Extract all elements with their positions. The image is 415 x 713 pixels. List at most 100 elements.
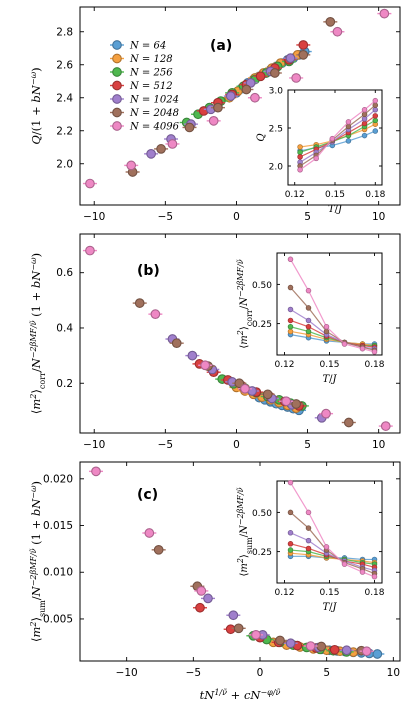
inset-x-label: T/J <box>328 204 343 215</box>
x-tick-label: 0.15 <box>319 588 339 598</box>
inset-data-point <box>287 479 294 486</box>
data-point <box>291 399 302 409</box>
inset-data-point <box>372 128 379 134</box>
legend-label: N = 512 <box>129 81 173 92</box>
x-tick-label: 0.12 <box>274 360 294 370</box>
y-tick-label: 3.0 <box>269 87 284 97</box>
inset-data-point <box>341 341 348 347</box>
data-point <box>275 635 285 646</box>
data-point <box>171 338 182 349</box>
data-point <box>85 178 95 189</box>
data-point <box>241 84 252 95</box>
data-point <box>126 160 137 171</box>
data-point <box>208 115 219 126</box>
x-tick-label: −5 <box>158 439 173 451</box>
data-point <box>332 26 343 37</box>
inset-data-point <box>305 509 312 516</box>
y-tick-label: 2.6 <box>56 59 73 71</box>
x-tick-label: 5 <box>323 667 330 679</box>
x-tick-label: −5 <box>158 211 173 223</box>
data-point <box>233 623 244 634</box>
legend-label: N = 256 <box>129 68 173 79</box>
data-point <box>269 68 280 78</box>
inset-data-point <box>359 569 366 575</box>
x-tick-label: 5 <box>304 439 311 451</box>
inset-data-point <box>287 317 294 324</box>
data-point <box>298 49 309 60</box>
y-tick-label: 0.4 <box>56 322 73 334</box>
inset-data-point <box>297 149 303 156</box>
inset-data-point <box>361 120 368 127</box>
data-point <box>225 91 236 101</box>
inset-data-point <box>297 167 303 173</box>
data-point <box>91 466 101 477</box>
data-point <box>321 408 331 419</box>
panel-b: −10 −5 0 5 10 0.2 0.4 0.6 ⟨m2⟩corr/N−2βMF/ν̃ (1 … <box>29 233 401 451</box>
inset-data-point <box>345 123 352 130</box>
data-point <box>146 149 156 159</box>
data-point <box>234 378 245 389</box>
data-point <box>184 122 195 133</box>
legend-marker <box>112 94 122 104</box>
y-tick-label: 0.25 <box>252 320 272 330</box>
inset-data-point <box>287 306 294 313</box>
inset-data-point <box>313 155 319 162</box>
legend-label: N = 64 <box>129 41 166 52</box>
inset-data-point <box>287 284 294 291</box>
inset-data-point <box>372 113 379 119</box>
inset-data-point <box>305 324 312 330</box>
inset-data-point <box>361 111 368 118</box>
x-tick-label: 0.18 <box>365 190 385 200</box>
inset-data-point <box>305 287 312 294</box>
y-axis-label: ⟨m2⟩corr/N−2βMF/ν̃ (1 + bN−ω) <box>29 253 47 414</box>
inset-data-point <box>287 541 294 547</box>
y-tick-label: 0.020 <box>43 473 73 485</box>
inset-data-point <box>287 530 294 536</box>
panel-label: (c) <box>137 487 158 503</box>
data-point <box>325 16 336 27</box>
inset: 0.12 0.15 0.18 0.25 0.50 T/J ⟨m2⟩sum/N−2βMF/ν̃ <box>236 479 385 613</box>
y-tick-label: 2.8 <box>56 26 73 38</box>
inset: 0.12 0.15 0.18 0.25 0.50 T/J ⟨m2⟩corr/N−2βMF/ν… <box>236 252 385 385</box>
y-tick-label: 2.0 <box>269 163 284 173</box>
data-point <box>225 624 236 635</box>
data-point <box>250 92 260 103</box>
inset-data-point <box>305 525 312 531</box>
panel-label: (a) <box>210 38 232 54</box>
data-point <box>379 8 390 19</box>
data-point <box>203 593 213 604</box>
inset-x-label: T/J <box>322 602 337 613</box>
y-tick-label: 0.25 <box>252 548 272 558</box>
data-point <box>156 144 166 154</box>
y-tick-label: 0.50 <box>252 281 272 291</box>
series-N4096 <box>82 8 392 189</box>
inset-data-point <box>371 349 378 355</box>
x-tick-label: −10 <box>83 439 105 451</box>
data-point <box>195 602 205 613</box>
inset-y-label: ⟨m2⟩corr/N−2βMF/ν̃ <box>236 259 254 348</box>
data-point <box>298 40 309 50</box>
legend-label: N = 128 <box>129 54 173 65</box>
data-point <box>200 360 211 371</box>
inset-y-label: Q <box>256 133 267 141</box>
x-tick-label: 0.15 <box>319 360 339 370</box>
inset-data-point <box>305 317 312 324</box>
inset-data-point <box>372 102 379 108</box>
data-point <box>291 73 302 83</box>
series-N4096 <box>89 466 374 657</box>
y-axis-label: Q/(1 + bN−ω) <box>29 67 44 144</box>
panel-a: −10 −5 0 5 10 2.0 2.2 2.4 2.6 2.8 Q/(1 + bN−ω) (a) N… <box>29 6 401 223</box>
inset-data-point <box>359 345 366 352</box>
y-tick-label: 0.50 <box>252 509 272 519</box>
x-tick-label: 0.12 <box>285 190 305 200</box>
data-point <box>361 646 372 657</box>
x-tick-label: 5 <box>304 211 311 223</box>
x-tick-label: 0.18 <box>364 360 384 370</box>
legend-marker <box>112 53 122 64</box>
inset-data-point <box>329 135 336 142</box>
legend: N = 64 N = 128 N = 256 N = 512 N = 1024 N = 2… <box>110 40 180 133</box>
legend-label: N = 2048 <box>129 108 179 119</box>
inset-data-point <box>305 537 312 544</box>
x-tick-label: 0 <box>257 667 264 679</box>
